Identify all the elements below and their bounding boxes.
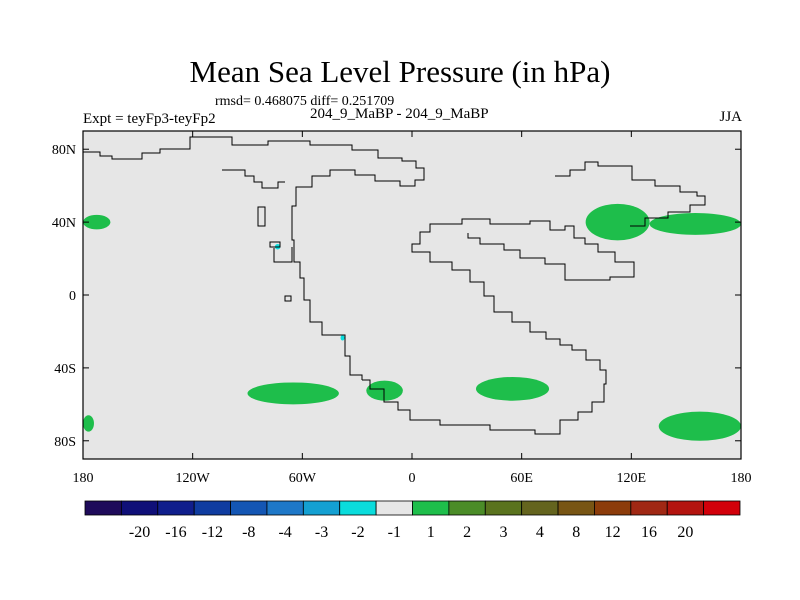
colorbar-label-15: 20 (677, 524, 693, 541)
colorbar: -20 -16 -12 -8 -4 -3 -2 -1 1 2 3 4 8 12 16 20 (84, 500, 741, 541)
coastline-nw-island (222, 169, 285, 189)
colorbar-label-10: 3 (499, 524, 507, 541)
x-tick-label-2: 60W (289, 471, 317, 486)
period-label: 204_9_MaBP - 204_9_MaBP (310, 106, 489, 122)
colorbar-swatch-4 (230, 500, 268, 516)
coastline-small-isle-3 (284, 295, 292, 302)
colorbar-label-9: 2 (463, 524, 471, 541)
axes: 180 120W 60W 0 60E 120E 180 80N 40N 0 40S 80S (52, 131, 752, 486)
colorbar-swatch-15 (630, 500, 668, 516)
y-tick-label-0: 80N (52, 143, 76, 158)
colorbar-label-8: 1 (427, 524, 435, 541)
colorbar-label-3: -8 (242, 524, 255, 541)
anomaly-region-1 (83, 214, 111, 230)
coastline-north (83, 136, 425, 380)
anomaly-region-5 (585, 203, 650, 241)
colorbar-label-14: 16 (641, 524, 657, 541)
coastlines (83, 136, 706, 435)
colorbar-swatch-8 (375, 500, 413, 516)
colorbar-label-5: -3 (315, 524, 328, 541)
colorbar-swatch-9 (412, 500, 450, 516)
experiment-label: Expt = teyFp3-teyFp2 (83, 111, 216, 127)
y-tick-label-3: 40S (54, 362, 76, 377)
colorbar-swatch-14 (594, 500, 632, 516)
x-tick-label-5: 120E (617, 471, 647, 486)
colorbar-label-7: -1 (388, 524, 401, 541)
colorbar-label-13: 12 (605, 524, 621, 541)
y-tick-label-1: 40N (52, 216, 76, 231)
anomaly-layer (83, 203, 741, 441)
anomaly-region-7 (658, 411, 741, 441)
y-tick-label-4: 80S (54, 435, 76, 450)
colorbar-swatch-5 (266, 500, 304, 516)
colorbar-swatch-1 (120, 500, 159, 516)
colorbar-label-12: 8 (572, 524, 580, 541)
colorbar-label-6: -2 (351, 524, 364, 541)
anomaly-region-2 (247, 382, 339, 405)
colorbar-swatch-2 (157, 500, 195, 516)
colorbar-swatch-17 (703, 500, 741, 516)
colorbar-swatch-12 (521, 500, 559, 516)
coastline-small-isle-2 (269, 241, 281, 248)
x-tick-label-1: 120W (176, 471, 211, 486)
colorbar-label-0: -20 (129, 524, 150, 541)
anomaly-region-10 (340, 335, 345, 341)
coastline-tethys (419, 218, 635, 281)
coastline-northeast (555, 161, 706, 227)
x-tick-label-3: 0 (409, 471, 416, 486)
colorbar-swatch-7 (339, 500, 377, 516)
colorbar-swatch-0 (84, 500, 122, 516)
coastline-south (362, 240, 607, 435)
colorbar-label-1: -16 (165, 524, 186, 541)
colorbar-label-2: -12 (202, 524, 223, 541)
colorbar-swatch-16 (666, 500, 705, 516)
colorbar-swatch-13 (557, 500, 595, 516)
colorbar-swatch-6 (302, 500, 341, 516)
colorbar-label-11: 4 (536, 524, 544, 541)
x-tick-label-4: 60E (510, 471, 533, 486)
anomaly-region-3 (366, 380, 403, 401)
colorbar-swatch-10 (448, 500, 486, 516)
season-label: JJA (719, 109, 742, 125)
anomaly-region-4 (475, 377, 550, 401)
colorbar-swatch-3 (193, 500, 231, 516)
coastline-small-isle-4 (273, 247, 293, 263)
anomaly-region-6 (649, 213, 741, 235)
colorbar-label-4: -4 (278, 524, 291, 541)
coastline-small-isle-1 (257, 206, 266, 227)
colorbar-swatch-11 (484, 500, 523, 516)
x-tick-label-6: 180 (731, 471, 752, 486)
stats-line: rmsd= 0.468075 diff= 0.251709 (215, 94, 395, 109)
x-tick-label-0: 180 (73, 471, 94, 486)
anomaly-region-8 (83, 415, 94, 432)
y-tick-label-2: 0 (69, 289, 76, 304)
chart-title: Mean Sea Level Pressure (in hPa) (189, 54, 611, 89)
